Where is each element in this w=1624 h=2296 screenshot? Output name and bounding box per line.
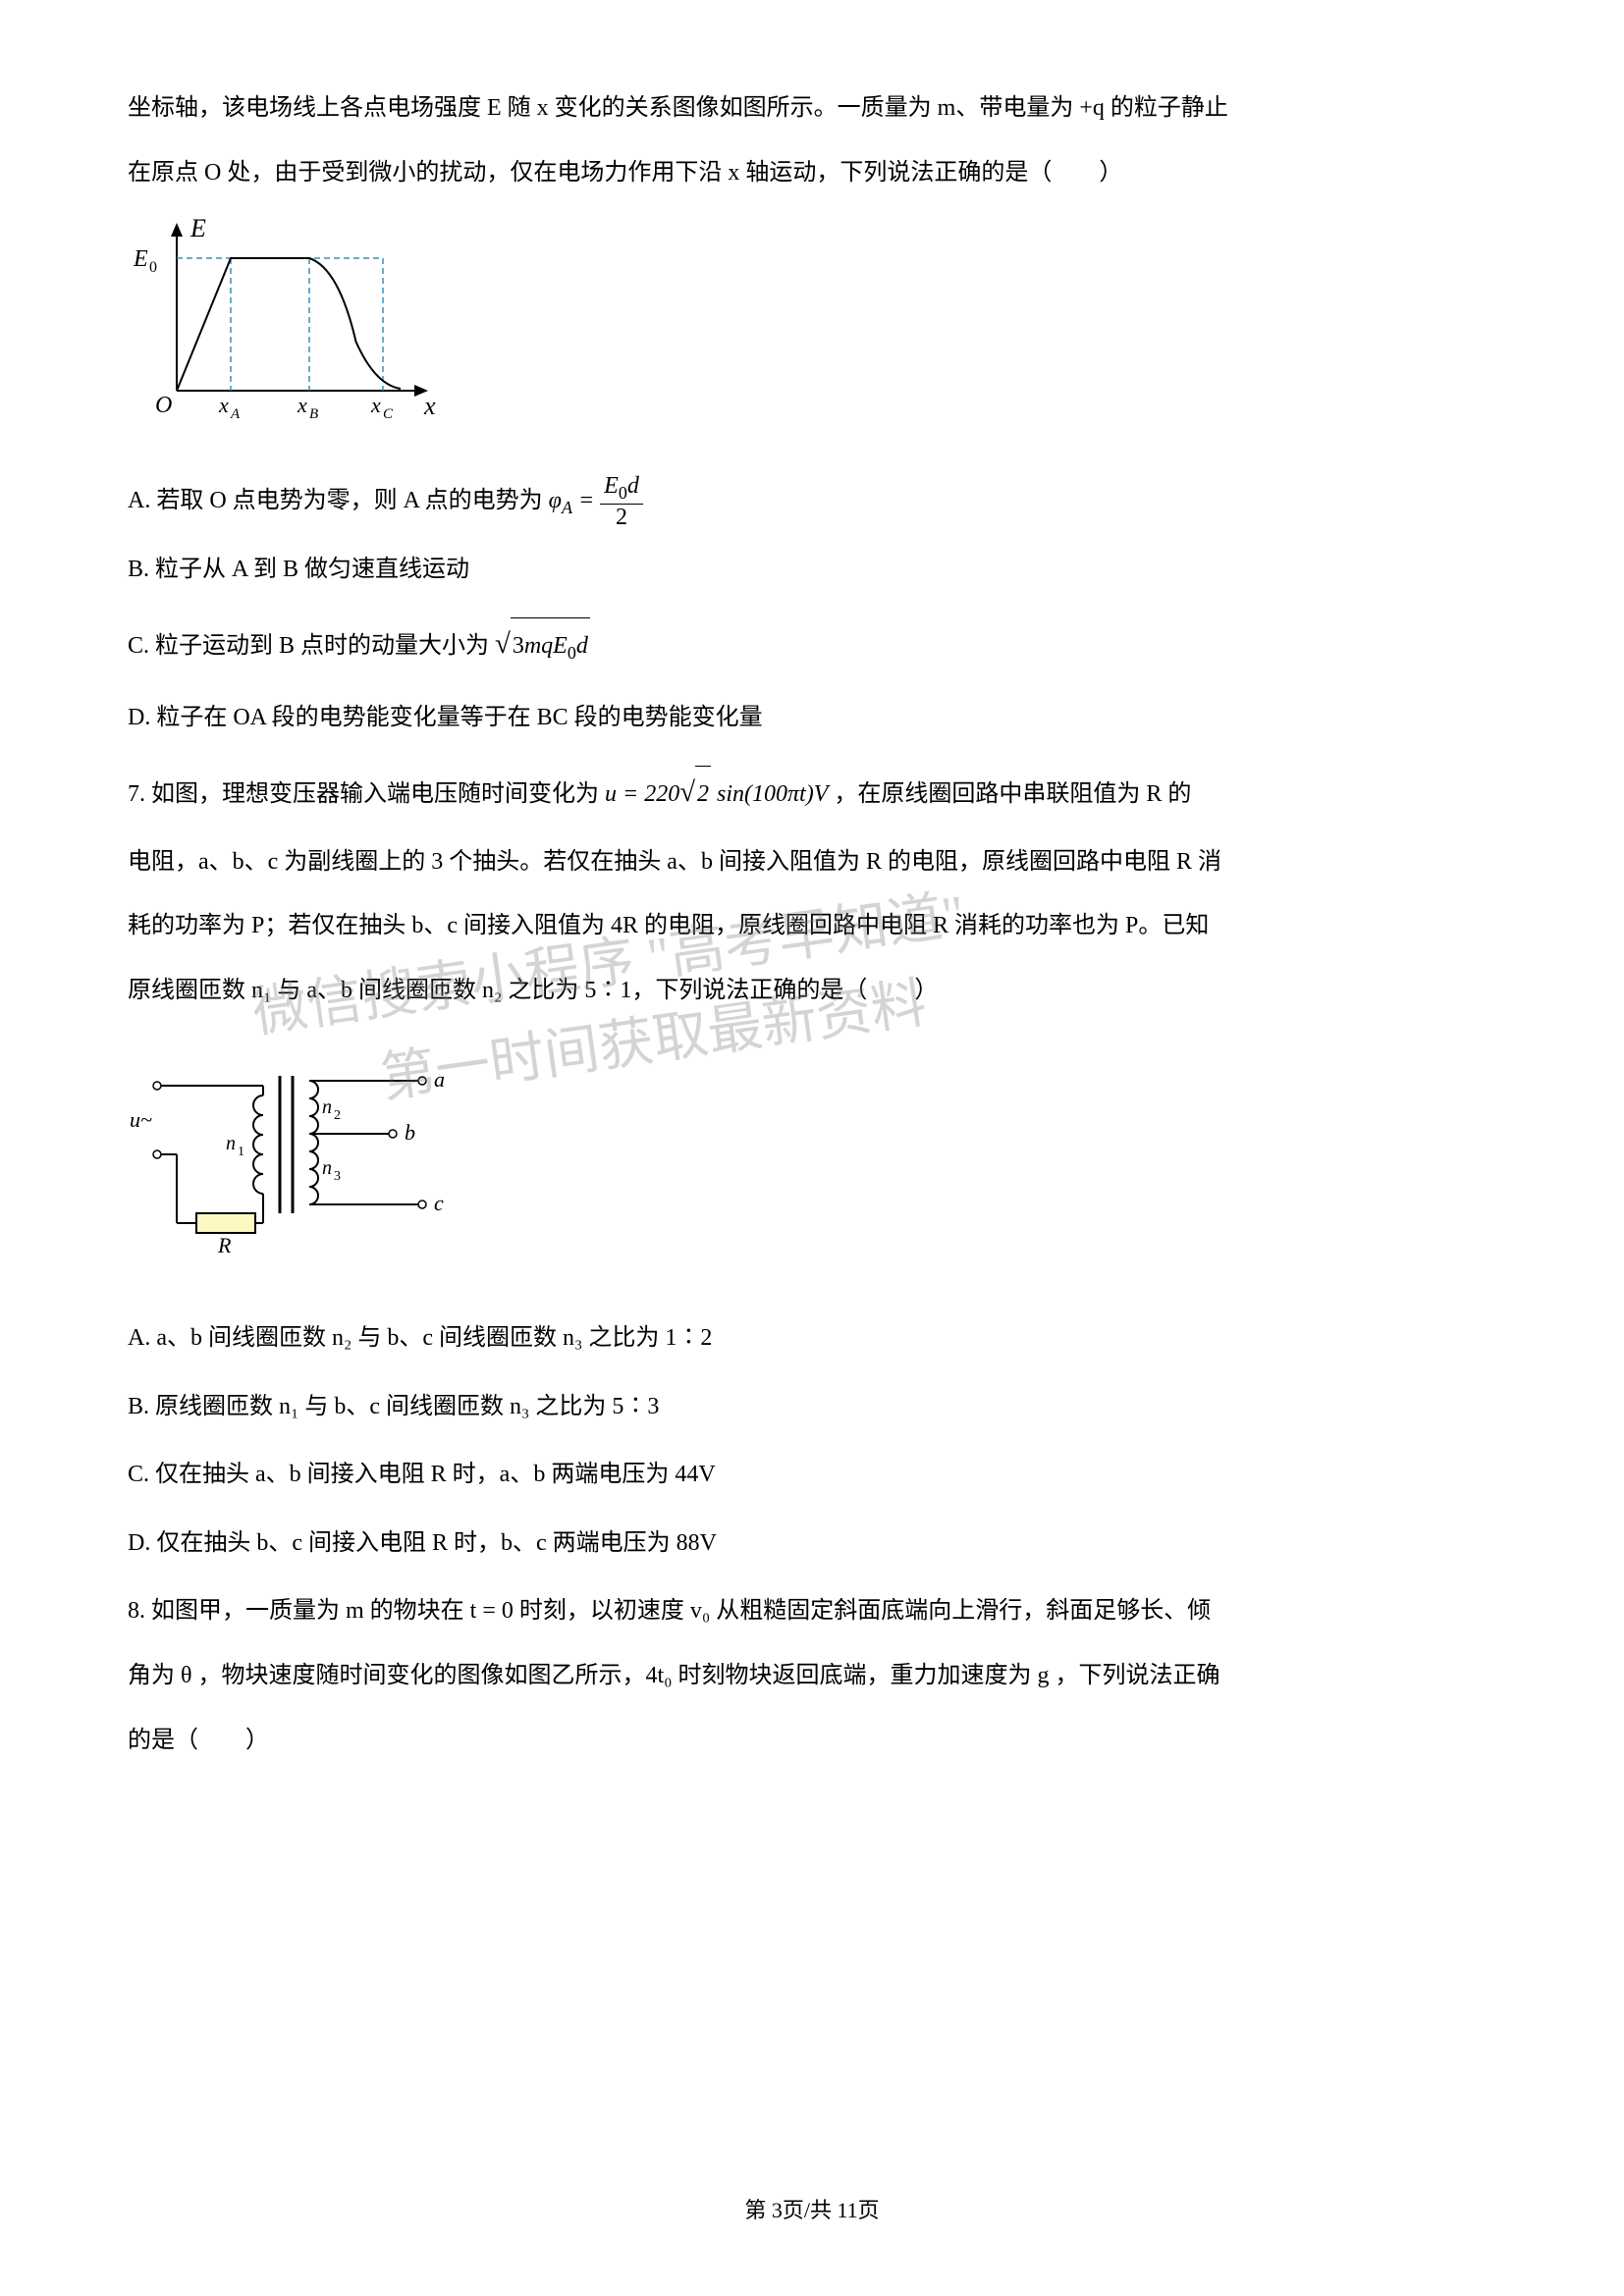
q8-line2: 角为 θ ，物块速度随时间变化的图像如图乙所示，4t₀ 时刻物块返回底端，重力加… (128, 1648, 1496, 1705)
q6-opt-c: C. 粒子运动到 B 点时的动量大小为 √3mqE0d (128, 611, 1496, 678)
q7-line1: 7. 如图，理想变压器输入端电压随时间变化为 u = 220√2 sin(100… (128, 759, 1496, 827)
svg-text:E: E (189, 219, 206, 242)
q7-opt-d: D. 仅在抽头 b、c 间接入电阻 R 时，b、c 两端电压为 88V (128, 1516, 1496, 1573)
q7-opt-a: A. a、b 间线圈匝数 n₂ 与 b、c 间线圈匝数 n₃ 之比为 1∶2 (128, 1310, 1496, 1367)
svg-text:0: 0 (149, 259, 157, 276)
q7-formula: u = 220√2 sin(100πt)V (605, 781, 828, 807)
svg-text:b: b (405, 1120, 415, 1145)
svg-text:a: a (434, 1067, 445, 1092)
q6-line2: 在原点 O 处，由于受到微小的扰动，仅在电场力作用下沿 x 轴运动，下列说法正确… (128, 145, 1496, 202)
svg-text:x: x (218, 393, 229, 417)
q7-l1b: ，在原线圈回路中串联阻值为 R 的 (834, 781, 1191, 807)
q8-line3: 的是（ ） (128, 1713, 1496, 1770)
q6a-phi: φA = (549, 488, 600, 513)
q6a-frac: E0d 2 (600, 473, 643, 530)
q7-circuit: u~Rn1abcn2n3 (128, 1037, 1496, 1285)
page-number: 第 3页/共 11页 (0, 2185, 1624, 2237)
svg-text:A: A (230, 406, 241, 422)
q6-opt-a: A. 若取 O 点电势为零，则 A 点的电势为 φA = E0d 2 (128, 473, 1496, 530)
e-x-graph: ExOE0xAxBxC (128, 219, 452, 425)
q7-l1a: 7. 如图，理想变压器输入端电压随时间变化为 (128, 781, 605, 807)
svg-text:x: x (423, 392, 436, 420)
svg-text:B: B (309, 406, 318, 422)
q8-line1: 8. 如图甲，一质量为 m 的物块在 t = 0 时刻，以初速度 v₀ 从粗糙固… (128, 1583, 1496, 1640)
svg-text:3: 3 (334, 1169, 341, 1184)
svg-text:2: 2 (334, 1108, 341, 1123)
svg-text:E: E (133, 246, 148, 272)
q7-line4: 原线圈匝数 n₁ 与 a、b 间线圈匝数 n₂ 之比为 5∶1，下列说法正确的是… (128, 963, 1496, 1020)
svg-text:u~: u~ (130, 1107, 152, 1132)
svg-text:C: C (383, 406, 394, 422)
transformer-circuit: u~Rn1abcn2n3 (128, 1037, 481, 1262)
q7-line2: 电阻，a、b、c 为副线圈上的 3 个抽头。若仅在抽头 a、b 间接入阻值为 R… (128, 834, 1496, 891)
svg-text:c: c (434, 1191, 444, 1215)
svg-text:R: R (217, 1233, 232, 1257)
svg-text:O: O (155, 393, 172, 418)
q6-opt-d: D. 粒子在 OA 段的电势能变化量等于在 BC 段的电势能变化量 (128, 690, 1496, 747)
svg-text:n: n (322, 1157, 332, 1179)
q6-graph: ExOE0xAxBxC (128, 219, 1496, 448)
q7-opt-b: B. 原线圈匝数 n₁ 与 b、c 间线圈匝数 n₃ 之比为 5∶3 (128, 1379, 1496, 1436)
q6c-sqrt: √3mqE0d (495, 611, 590, 678)
q6c-pre: C. 粒子运动到 B 点时的动量大小为 (128, 633, 495, 659)
svg-text:x: x (370, 393, 381, 417)
q6a-pre: A. 若取 O 点电势为零，则 A 点的电势为 (128, 488, 549, 513)
svg-text:x: x (297, 393, 307, 417)
svg-text:n: n (322, 1096, 332, 1118)
q7-line3: 耗的功率为 P；若仅在抽头 b、c 间接入阻值为 4R 的电阻，原线圈回路中电阻… (128, 898, 1496, 955)
q6-opt-b: B. 粒子从 A 到 B 做匀速直线运动 (128, 542, 1496, 599)
q6-line1: 坐标轴，该电场线上各点电场强度 E 随 x 变化的关系图像如图所示。一质量为 m… (128, 80, 1496, 137)
q7-opt-c: C. 仅在抽头 a、b 间接入电阻 R 时，a、b 两端电压为 44V (128, 1447, 1496, 1504)
svg-text:1: 1 (238, 1145, 244, 1159)
svg-text:n: n (226, 1133, 236, 1154)
